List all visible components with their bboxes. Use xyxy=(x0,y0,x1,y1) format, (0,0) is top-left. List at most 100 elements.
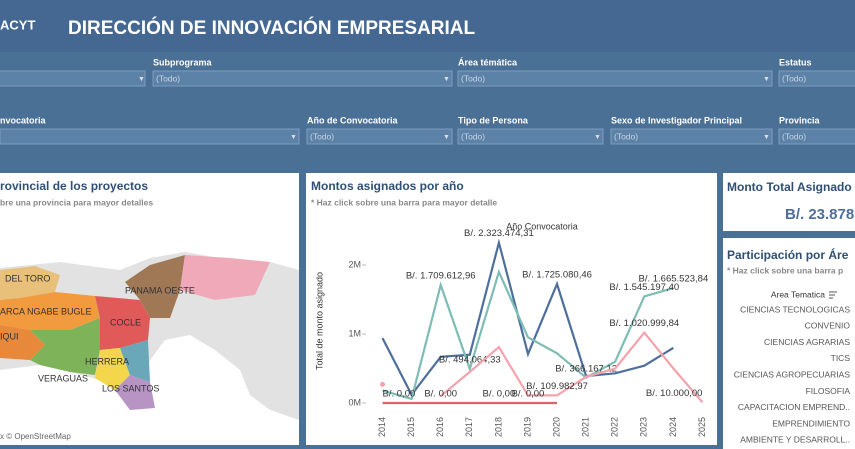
dropdown[interactable] xyxy=(0,128,300,145)
value-label: B/. 366.167,12 xyxy=(555,363,617,374)
province[interactable] xyxy=(95,296,150,350)
x-tick-label: 2015 xyxy=(406,417,416,437)
area-title: Participación por Áre xyxy=(727,247,849,262)
province[interactable] xyxy=(125,255,185,318)
total-value: B/. 23.878 xyxy=(785,206,854,223)
dropdown-value: (Todo) xyxy=(461,73,485,83)
filter-label: Estatus xyxy=(779,57,812,67)
area-panel xyxy=(723,238,855,449)
region-label[interactable]: PANAMA OESTE xyxy=(125,285,195,295)
dropdown-arrow: ▼ xyxy=(594,134,601,141)
value-label: B/. 10.000,00 xyxy=(646,388,703,399)
dropdown-value: (Todo) xyxy=(310,131,334,141)
dropdown-value: (Todo) xyxy=(782,73,806,83)
area-item[interactable]: CIENCIAS AGROPECUARIAS xyxy=(734,369,851,379)
value-label: B/. 1.709.612,96 xyxy=(406,271,476,282)
area-item[interactable]: CONVENIO xyxy=(805,321,851,331)
logo: ACYT xyxy=(0,17,35,32)
dropdown[interactable] xyxy=(610,128,773,145)
value-label: B/. 0,00 xyxy=(424,389,457,400)
province[interactable] xyxy=(30,318,100,375)
sort-icon[interactable] xyxy=(829,291,837,299)
region-label[interactable]: ARCA NGABE BUGLE xyxy=(0,306,92,316)
value-label: B/. 109.982,97 xyxy=(526,381,588,392)
filter-label: Tipo de Persona xyxy=(458,115,529,125)
value-label: B/. 0,00 xyxy=(383,389,416,400)
map-subtitle: bre una provincia para mayor detalles xyxy=(0,197,153,207)
filter-label: Año de Convocatoria xyxy=(307,115,399,125)
area-item[interactable]: AMBIENTE Y DESARROLL.. xyxy=(740,435,850,445)
dropdown-arrow: ▼ xyxy=(763,76,770,83)
total-title: Monto Total Asignado xyxy=(727,180,852,194)
x-tick-label: 2016 xyxy=(435,417,445,437)
y-tick-label: 1M xyxy=(348,328,361,338)
dropdown-value: (Todo) xyxy=(461,131,485,141)
dropdown-arrow: ▼ xyxy=(138,76,145,83)
dropdown[interactable] xyxy=(152,70,453,87)
dropdown[interactable] xyxy=(457,70,773,87)
dropdown-value: (Todo) xyxy=(156,73,180,83)
region-label[interactable]: COCLE xyxy=(110,317,141,327)
x-tick-label: 2019 xyxy=(522,417,532,437)
area-item[interactable]: CIENCIAS TECNOLOGICAS xyxy=(740,304,850,314)
area-item[interactable]: CAPACITACION EMPREND.. xyxy=(738,402,850,412)
y-axis-label: Total de monto asignado xyxy=(314,272,324,370)
region-label[interactable]: DEL TORO xyxy=(5,273,50,283)
x-tick-label: 2014 xyxy=(377,417,387,437)
area-item[interactable]: EMPRENDIMIENTO xyxy=(772,418,850,428)
region-label[interactable]: HERRERA xyxy=(85,356,129,366)
area-item[interactable]: CIENCIAS AGRARIAS xyxy=(764,337,850,347)
filter-label: nvocatoria xyxy=(0,115,47,125)
y-tick-label: 0M xyxy=(348,397,361,407)
point[interactable] xyxy=(380,381,386,387)
province[interactable] xyxy=(180,255,270,300)
series-line xyxy=(439,330,704,404)
value-label: B/. 2.323.474,31 xyxy=(464,228,534,239)
area-item[interactable]: TICS xyxy=(831,353,851,363)
value-label: B/. 1.545.197,40 xyxy=(609,282,679,293)
x-header: Año Convocatoria xyxy=(506,221,578,231)
dropdown[interactable] xyxy=(0,70,146,87)
page-title: DIRECCIÓN DE INNOVACIÓN EMPRESARIAL xyxy=(68,17,476,39)
value-label: B/. 1.665.523,84 xyxy=(639,274,709,285)
filter-label: Subprograma xyxy=(153,57,213,67)
region-label[interactable]: VERAGUAS xyxy=(38,373,88,383)
x-tick-label: 2024 xyxy=(668,417,678,437)
value-label: B/. 494.064,33 xyxy=(439,354,501,365)
filter-label: Área témática xyxy=(458,57,518,67)
dropdown-arrow: ▼ xyxy=(443,134,450,141)
series-line xyxy=(382,268,674,401)
province[interactable] xyxy=(115,375,155,410)
value-label: B/. 1.725.080,46 xyxy=(522,269,592,280)
value-label: B/. 1.020.999,84 xyxy=(609,318,679,329)
map-credit: x © OpenStreetMap xyxy=(0,432,71,441)
area-header[interactable]: Area Tematica xyxy=(771,289,825,299)
filter-label: Provincia xyxy=(779,115,821,125)
dropdown[interactable] xyxy=(306,128,453,145)
chart-panel xyxy=(306,173,717,445)
x-tick-label: 2022 xyxy=(610,417,620,437)
dropdown[interactable] xyxy=(457,128,604,145)
dropdown[interactable] xyxy=(778,128,855,145)
region-label[interactable]: IQUI xyxy=(0,331,19,341)
map xyxy=(0,252,299,420)
x-tick-label: 2018 xyxy=(493,417,503,437)
province[interactable] xyxy=(120,340,150,382)
series-line xyxy=(381,238,674,397)
dropdown[interactable] xyxy=(778,70,855,87)
dropdown-arrow: ▼ xyxy=(290,134,297,141)
area-item[interactable]: FILOSOFIA xyxy=(806,386,851,396)
total-panel xyxy=(723,173,855,231)
x-tick-label: 2017 xyxy=(464,417,474,437)
value-label: B/. 0,00 xyxy=(512,389,545,400)
province[interactable] xyxy=(0,266,60,300)
dropdown-arrow: ▼ xyxy=(763,134,770,141)
region-label[interactable]: LOS SANTOS xyxy=(102,383,159,393)
x-tick-label: 2025 xyxy=(697,417,707,437)
x-tick-label: 2023 xyxy=(639,417,649,437)
province[interactable] xyxy=(95,348,130,390)
province[interactable] xyxy=(0,292,100,330)
map-title: rovincial de los proyectos xyxy=(0,179,148,193)
dropdown-value: (Todo) xyxy=(782,131,806,141)
